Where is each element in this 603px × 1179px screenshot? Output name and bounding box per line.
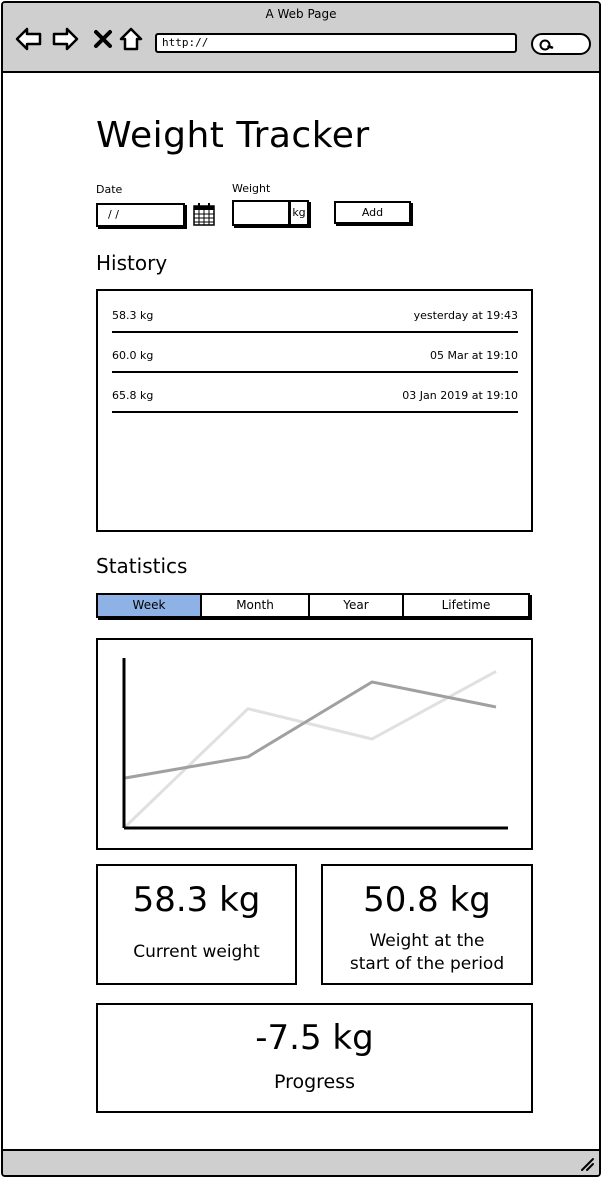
status-bar	[3, 1149, 599, 1175]
history-title: History	[96, 251, 168, 275]
weight-label: Weight	[232, 182, 271, 195]
statistics-title: Statistics	[96, 554, 188, 578]
browser-toolbar: A Web Page http://	[3, 3, 599, 73]
tab-week[interactable]: Week	[98, 595, 202, 616]
history-row[interactable]: 60.0 kg 05 Mar at 19:10	[112, 333, 518, 373]
url-field[interactable]: http://	[155, 33, 517, 53]
period-tabs: Week Month Year Lifetime	[96, 593, 530, 618]
history-time: yesterday at 19:43	[413, 309, 518, 322]
progress-card: -7.5 kg Progress	[96, 1003, 533, 1113]
progress-label: Progress	[273, 1071, 356, 1093]
window-title: A Web Page	[265, 7, 337, 21]
history-row[interactable]: 65.8 kg 03 Jan 2019 at 19:10	[112, 373, 518, 413]
history-time: 03 Jan 2019 at 19:10	[402, 389, 518, 402]
stop-icon[interactable]	[89, 25, 117, 53]
start-weight-label-line2: start of the period	[349, 954, 505, 974]
start-weight-label-line1: Weight at the	[369, 931, 485, 951]
forward-arrow-icon[interactable]	[51, 25, 79, 53]
history-weight: 65.8 kg	[112, 389, 154, 402]
tab-lifetime[interactable]: Lifetime	[441, 598, 491, 612]
tab-month[interactable]: Month	[202, 595, 310, 616]
tab-year[interactable]: Year	[310, 595, 404, 616]
page-title: Weight Tracker	[96, 115, 370, 156]
add-button[interactable]: Add	[334, 201, 411, 224]
browser-search-field[interactable]	[531, 33, 591, 55]
history-row[interactable]: 58.3 kg yesterday at 19:43	[112, 293, 518, 333]
chart-canvas	[122, 658, 508, 830]
history-weight: 60.0 kg	[112, 349, 154, 362]
date-label: Date	[96, 183, 123, 196]
current-weight-value: 58.3 kg	[132, 880, 261, 920]
history-time: 05 Mar at 19:10	[430, 349, 518, 362]
home-icon[interactable]	[117, 25, 145, 53]
chart-series-1-line	[123, 680, 497, 780]
back-arrow-icon[interactable]	[15, 25, 43, 53]
weight-input[interactable]	[232, 200, 290, 226]
search-icon	[539, 39, 554, 51]
history-list: 58.3 kg yesterday at 19:43 60.0 kg 05 Ma…	[96, 289, 533, 532]
weight-chart	[96, 638, 533, 850]
history-weight: 58.3 kg	[112, 309, 154, 322]
unit-label: kg	[289, 200, 309, 226]
current-weight-card: 58.3 kg Current weight	[96, 864, 297, 985]
start-weight-card: 50.8 kg Weight at the start of the perio…	[321, 864, 533, 985]
progress-value: -7.5 kg	[255, 1018, 374, 1058]
resize-grip-icon[interactable]	[579, 1156, 595, 1172]
calendar-icon[interactable]	[193, 202, 215, 226]
date-input[interactable]: / /	[96, 203, 185, 227]
current-weight-label: Current weight	[133, 942, 260, 962]
start-weight-value: 50.8 kg	[363, 880, 491, 920]
